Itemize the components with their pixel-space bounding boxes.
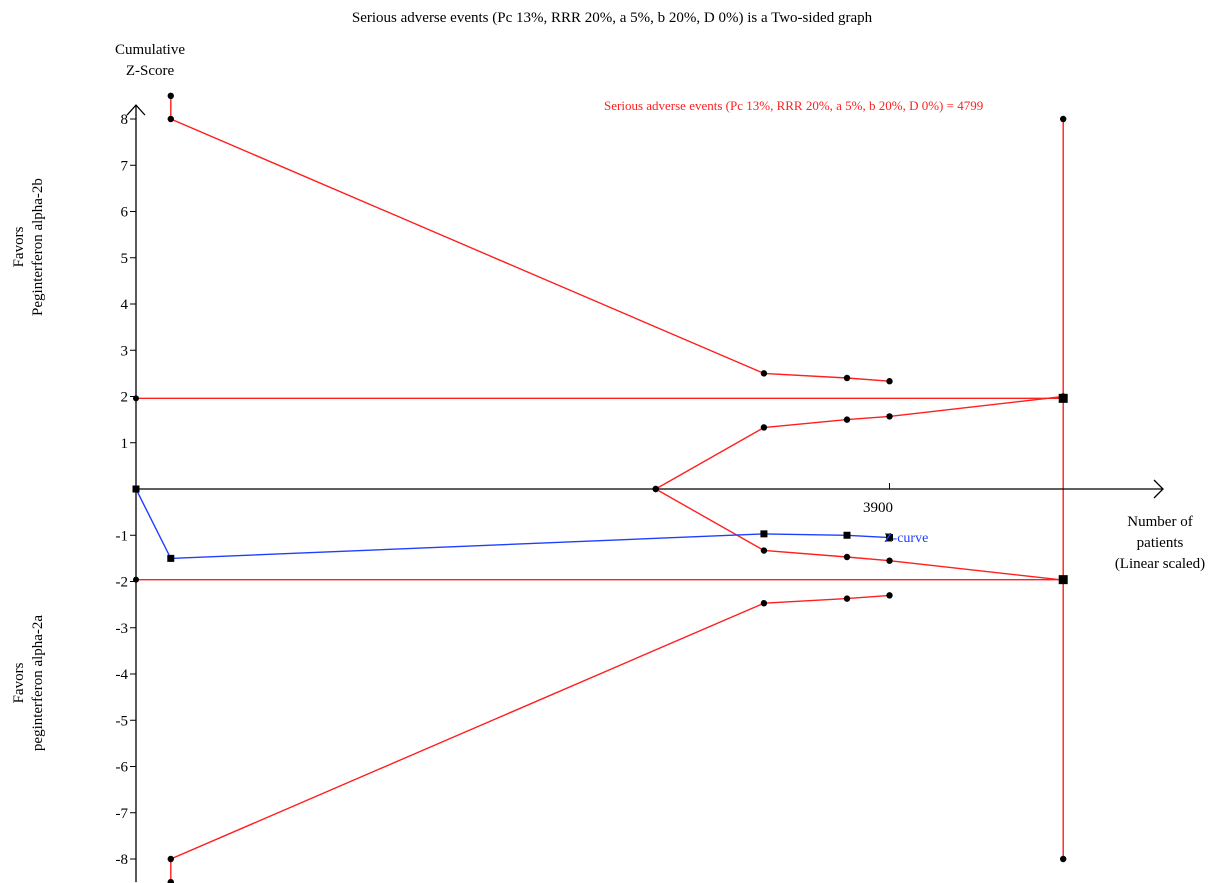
y-tick-label: 5 [121,251,129,267]
y-tick-label: 3 [121,343,129,359]
y-tick-label: 6 [121,205,129,221]
y-tick-label: -5 [116,713,129,729]
ris-intersection-point [1058,575,1068,585]
zcurve-point [132,485,140,493]
lower-efficacy-boundary-line [170,594,890,883]
conventional-boundary-start-point [133,576,139,583]
chart-title: Serious adverse events (Pc 13%, RRR 20%,… [352,10,873,26]
y-tick-label: 1 [121,436,129,452]
lower-futility-boundary-point [760,547,768,554]
lower-side-label-line1: Favors [11,662,27,703]
lower-futility-boundary-point [652,485,659,493]
upper-efficacy-boundary-point [843,374,851,382]
zcurve-label: Z-curve [884,531,928,546]
markers-layer [132,92,1068,883]
y-tick-label: 8 [121,112,129,128]
x-axis-label-line3: (Linear scaled) [1115,556,1205,572]
y-axis-label-line1: Cumulative [115,42,185,58]
axes-layer: 8 7 6 5 4 3 2 1 -1 -2 -3 -4 -5 -6 -7 -8 [116,104,1164,883]
upper-side-label-line1: Favors [11,226,27,267]
upper-futility-boundary-point [886,413,893,420]
zcurve-point [886,534,894,542]
y-tick-label: -8 [116,852,129,868]
y-tick-label: -1 [116,528,129,544]
lower-side-label-line2: peginterferon alpha-2a [30,615,46,752]
y-tick-label: 7 [121,158,129,174]
upper-efficacy-boundary-point [760,370,768,377]
upper-futility-boundary-line [655,395,1064,490]
lower-futility-boundary-point [843,553,851,561]
zcurve-point [167,554,175,562]
x-axis-label-line2: patients [1137,535,1184,551]
lower-efficacy-boundary-point [886,592,893,599]
y-tick-label: 4 [121,297,129,313]
zcurve-point [843,531,851,539]
x-tick-label: 3900 [863,500,893,516]
y-tick-label: 2 [121,390,129,406]
upper-efficacy-boundary-line [170,95,890,382]
zcurve-line [135,488,890,560]
y-axis-label-line2: Z-Score [126,63,175,79]
upper-futility-boundary-point [843,416,851,423]
y-tick-label: -4 [116,667,129,683]
y-axis-arrow-icon [126,104,146,116]
lower-efficacy-boundary-point [167,878,174,883]
x-axis-arrow-icon [1153,479,1164,499]
y-tick-label: -7 [116,806,129,822]
y-tick-label: -2 [116,575,129,591]
zcurve-point [760,530,768,538]
ris-endpoint-point [1060,855,1067,863]
upper-efficacy-boundary-point [167,115,174,123]
upper-efficacy-boundary-point [167,92,174,100]
x-axis-label-line1: Number of [1127,514,1192,530]
ris-endpoint-point [1060,115,1067,123]
lower-efficacy-boundary-point [760,600,768,607]
upper-efficacy-boundary-point [886,378,893,385]
conventional-boundary-start-point [133,395,139,402]
ris-label: Serious adverse events (Pc 13%, RRR 20%,… [604,98,983,113]
y-tick-label: -6 [116,760,129,776]
upper-side-label-line2: Peginterferon alpha-2b [30,178,46,316]
y-tick-label: -3 [116,621,129,637]
lower-futility-boundary-point [886,557,893,564]
lower-efficacy-boundary-point [843,595,851,602]
lower-efficacy-boundary-point [167,855,174,863]
upper-futility-boundary-point [760,424,768,431]
ris-intersection-point [1058,393,1068,403]
lower-futility-boundary-line [655,488,1064,581]
